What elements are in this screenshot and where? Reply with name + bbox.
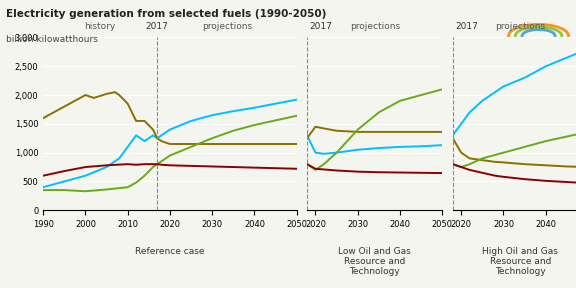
Text: billion kilowatthours: billion kilowatthours bbox=[6, 35, 98, 43]
Text: projections: projections bbox=[495, 22, 545, 31]
Text: 2017: 2017 bbox=[146, 22, 169, 31]
Text: 2017: 2017 bbox=[310, 22, 332, 31]
Text: 2017: 2017 bbox=[456, 22, 478, 31]
Text: Low Oil and Gas
Resource and
Technology: Low Oil and Gas Resource and Technology bbox=[338, 247, 411, 276]
Text: history: history bbox=[85, 22, 116, 31]
Text: Electricity generation from selected fuels (1990-2050): Electricity generation from selected fue… bbox=[6, 9, 326, 19]
Text: High Oil and Gas
Resource and
Technology: High Oil and Gas Resource and Technology bbox=[483, 247, 558, 276]
Text: Reference case: Reference case bbox=[135, 247, 204, 255]
Text: eia: eia bbox=[528, 42, 549, 55]
Text: projections: projections bbox=[202, 22, 252, 31]
Text: projections: projections bbox=[350, 22, 400, 31]
